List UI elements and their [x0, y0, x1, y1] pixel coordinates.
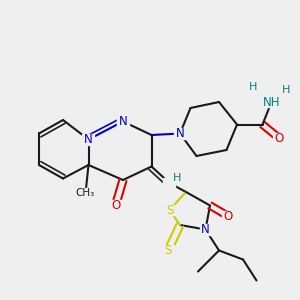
Bar: [174, 128, 186, 139]
Bar: [117, 116, 129, 127]
Text: O: O: [224, 209, 232, 223]
Text: N: N: [176, 127, 184, 140]
Bar: [76, 188, 95, 199]
Bar: [164, 205, 175, 215]
Text: S: S: [166, 203, 173, 217]
Text: O: O: [274, 131, 284, 145]
Text: N: N: [84, 133, 93, 146]
Text: CH₃: CH₃: [76, 188, 95, 199]
Text: H: H: [173, 172, 181, 183]
Text: O: O: [111, 199, 120, 212]
Bar: [164, 178, 175, 188]
Bar: [110, 200, 122, 211]
Bar: [200, 224, 211, 235]
Text: N: N: [201, 223, 210, 236]
Bar: [162, 245, 174, 256]
Text: NH: NH: [263, 95, 280, 109]
Bar: [264, 97, 279, 107]
Text: N: N: [118, 115, 127, 128]
Text: S: S: [164, 244, 172, 257]
Bar: [82, 134, 94, 145]
Text: H: H: [282, 85, 291, 95]
Bar: [273, 133, 285, 143]
Bar: [222, 211, 234, 221]
Text: H: H: [249, 82, 258, 92]
